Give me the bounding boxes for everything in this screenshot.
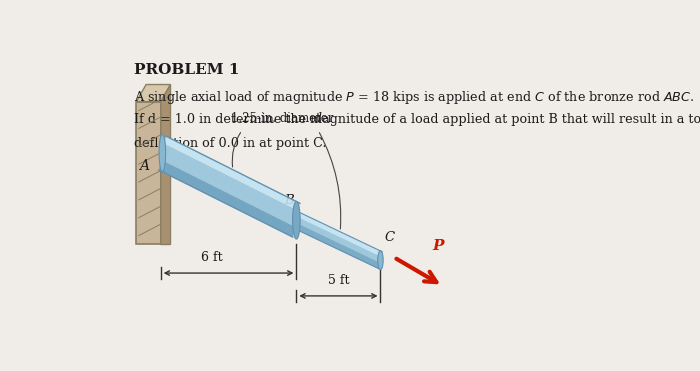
Text: deflection of 0.0 in at point C.: deflection of 0.0 in at point C. xyxy=(134,137,326,150)
Ellipse shape xyxy=(159,134,166,172)
Polygon shape xyxy=(161,85,171,244)
Ellipse shape xyxy=(378,251,383,270)
Text: 1.25-in. diameter: 1.25-in. diameter xyxy=(231,112,334,125)
Ellipse shape xyxy=(293,201,300,239)
Text: B: B xyxy=(284,194,294,207)
Polygon shape xyxy=(159,136,300,237)
Text: C: C xyxy=(385,232,395,244)
Polygon shape xyxy=(295,223,380,269)
Text: PROBLEM 1: PROBLEM 1 xyxy=(134,63,239,77)
Polygon shape xyxy=(297,212,382,257)
FancyBboxPatch shape xyxy=(136,102,161,244)
Text: 6 ft: 6 ft xyxy=(202,252,223,265)
Text: A single axial load of magnitude $P$ = 18 kips is applied at end $C$ of the bron: A single axial load of magnitude $P$ = 1… xyxy=(134,89,694,106)
Text: P: P xyxy=(432,239,444,253)
Polygon shape xyxy=(295,212,382,269)
Text: If d = 1.0 in determine the magnitude of a load applied at point B that will res: If d = 1.0 in determine the magnitude of… xyxy=(134,113,700,126)
Text: 5 ft: 5 ft xyxy=(328,274,349,287)
Polygon shape xyxy=(164,136,300,211)
Text: A: A xyxy=(139,159,149,173)
Text: d: d xyxy=(314,112,322,125)
Polygon shape xyxy=(136,85,171,102)
Polygon shape xyxy=(159,160,295,237)
